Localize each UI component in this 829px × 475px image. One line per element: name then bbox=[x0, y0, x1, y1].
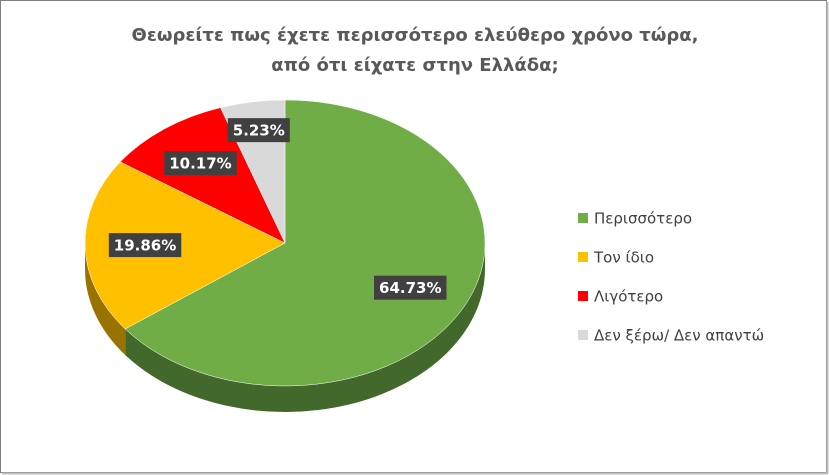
slice-side bbox=[85, 243, 126, 355]
slice bbox=[119, 107, 286, 244]
legend-label: Λιγότερο bbox=[594, 288, 663, 306]
legend-swatch bbox=[578, 291, 588, 301]
slice-side bbox=[125, 243, 485, 412]
value-label-box bbox=[108, 233, 182, 258]
slice bbox=[84, 161, 286, 330]
legend-swatch bbox=[578, 252, 588, 262]
legend-label: Τον ίδιο bbox=[593, 249, 654, 267]
value-label: 64.73% bbox=[379, 279, 441, 297]
value-label: 5.23% bbox=[233, 122, 285, 140]
legend-swatch bbox=[578, 330, 588, 340]
legend-label: Δεν ξέρω/ Δεν απαντώ bbox=[594, 327, 764, 345]
value-label-box bbox=[374, 275, 447, 300]
value-label-box bbox=[227, 118, 290, 143]
legend-swatch bbox=[578, 213, 588, 223]
value-label: 19.86% bbox=[114, 237, 176, 255]
legend-label: Περισσότερο bbox=[594, 210, 692, 228]
slice bbox=[124, 99, 486, 387]
value-label: 10.17% bbox=[169, 155, 231, 173]
chart-title: από ότι είχατε στην Ελλάδα; bbox=[271, 55, 558, 76]
value-label-box bbox=[164, 151, 237, 176]
chart-title: Θεωρείτε πως έχετε περισσότερο ελεύθερο … bbox=[132, 25, 699, 46]
